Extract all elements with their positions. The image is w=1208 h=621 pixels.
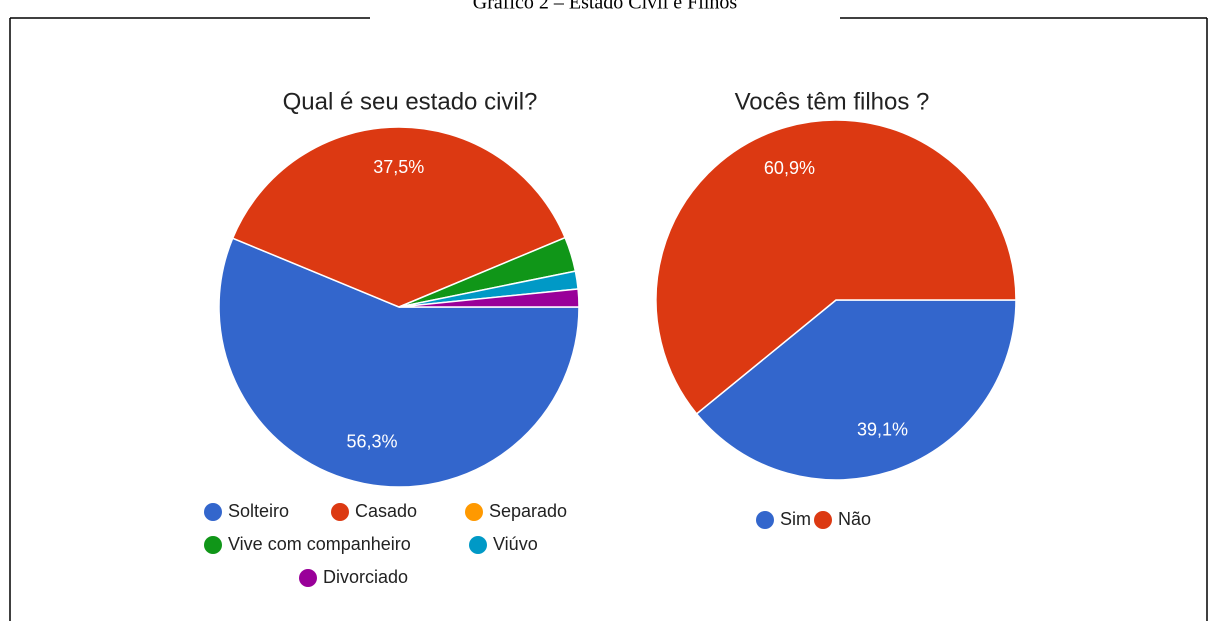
figure-title: Gráfico 2 – Estado Civil e Filhos	[473, 0, 738, 14]
legend-swatch	[331, 503, 349, 521]
legend-label: Não	[838, 509, 871, 529]
slice-label: 37,5%	[373, 157, 424, 177]
slice-label: 39,1%	[857, 419, 908, 439]
legend-swatch	[465, 503, 483, 521]
legend-label: Sim	[780, 509, 811, 529]
legend-swatch	[299, 569, 317, 587]
pie-slice	[655, 119, 1017, 415]
pie-slice	[231, 126, 567, 308]
pie-slice	[695, 299, 1017, 481]
legend-label: Casado	[355, 501, 417, 521]
legend-swatch	[756, 511, 774, 529]
legend-label: Vive com companheiro	[228, 534, 411, 554]
chart-title: Qual é seu estado civil?	[283, 88, 538, 115]
legend-label: Divorciado	[323, 567, 408, 587]
chart-title: Vocês têm filhos ?	[735, 88, 930, 115]
pie-slice	[398, 288, 580, 308]
legend-swatch	[204, 536, 222, 554]
legend-swatch	[204, 503, 222, 521]
slice-label: 56,3%	[346, 432, 397, 452]
legend-label: Separado	[489, 501, 567, 521]
slice-label: 60,9%	[764, 158, 815, 178]
pie-slice	[218, 237, 580, 488]
title-backdrop	[370, 0, 840, 19]
legend-label: Solteiro	[228, 501, 289, 521]
legend-swatch	[469, 536, 487, 554]
legend-swatch	[814, 511, 832, 529]
legend-label: Viúvo	[493, 534, 538, 554]
